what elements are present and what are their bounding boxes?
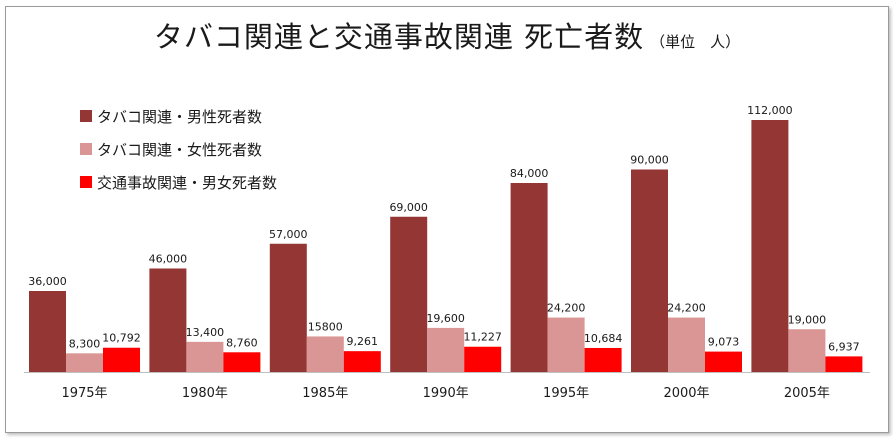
- bar: [510, 183, 548, 372]
- x-tick-label: 1990年: [423, 386, 469, 401]
- bar: [631, 169, 668, 372]
- legend-label: タバコ関連・男性死者数: [97, 108, 262, 126]
- chart-unit-label: （単位 人）: [650, 33, 741, 51]
- data-label: 10,684: [584, 332, 623, 345]
- bar: [705, 351, 742, 372]
- x-tick-label: 2000年: [663, 386, 709, 401]
- data-label: 10,792: [102, 332, 141, 345]
- data-label: 15800: [308, 320, 343, 333]
- legend-label: タバコ関連・女性死者数: [97, 141, 262, 159]
- x-tick-label: 1975年: [61, 386, 107, 401]
- legend-swatch: [80, 110, 92, 122]
- x-tick-label: 2005年: [784, 386, 830, 401]
- bar: [223, 352, 261, 372]
- legend-swatch: [80, 143, 92, 155]
- data-label: 9,261: [347, 335, 379, 348]
- bar: [751, 120, 789, 372]
- bar: [29, 291, 66, 372]
- data-label: 13,400: [186, 326, 225, 339]
- data-label: 57,000: [269, 228, 308, 241]
- data-label: 6,937: [828, 340, 860, 353]
- data-label: 19,600: [426, 312, 465, 325]
- data-label: 84,000: [510, 167, 549, 180]
- bar: [343, 351, 381, 372]
- data-label: 8,300: [69, 337, 101, 350]
- data-label: 19,000: [788, 313, 827, 326]
- data-label: 36,000: [28, 275, 67, 288]
- bar: [825, 356, 863, 372]
- chart-title-row: タバコ関連と交通事故関連 死亡者数 （単位 人）: [0, 14, 894, 56]
- bar: [269, 243, 307, 372]
- bar: [464, 346, 502, 372]
- data-label: 90,000: [630, 154, 669, 167]
- bar: [306, 336, 344, 372]
- data-label: 112,000: [747, 104, 793, 117]
- bar: [547, 317, 585, 372]
- x-tick-label: 1980年: [182, 386, 228, 401]
- data-label: 11,227: [463, 331, 502, 344]
- bar: [427, 327, 465, 372]
- data-label: 24,200: [547, 302, 586, 315]
- bar: [103, 347, 140, 372]
- legend-swatch: [80, 176, 92, 188]
- bar: [390, 216, 428, 372]
- bar: [186, 341, 224, 372]
- data-label: 69,000: [389, 201, 428, 214]
- x-tick-label: 1995年: [543, 386, 589, 401]
- chart-title: タバコ関連と交通事故関連 死亡者数: [153, 20, 645, 54]
- data-label: 46,000: [149, 253, 188, 266]
- data-label: 9,073: [708, 336, 740, 349]
- data-label: 8,760: [226, 336, 258, 349]
- legend-label: 交通事故関連・男女死者数: [97, 174, 277, 192]
- x-tick-label: 1985年: [302, 386, 348, 401]
- bar: [66, 353, 103, 372]
- bar: [149, 268, 187, 372]
- bar: [668, 317, 705, 372]
- bar: [788, 329, 826, 372]
- data-label: 24,200: [667, 302, 706, 315]
- bar: [584, 347, 622, 372]
